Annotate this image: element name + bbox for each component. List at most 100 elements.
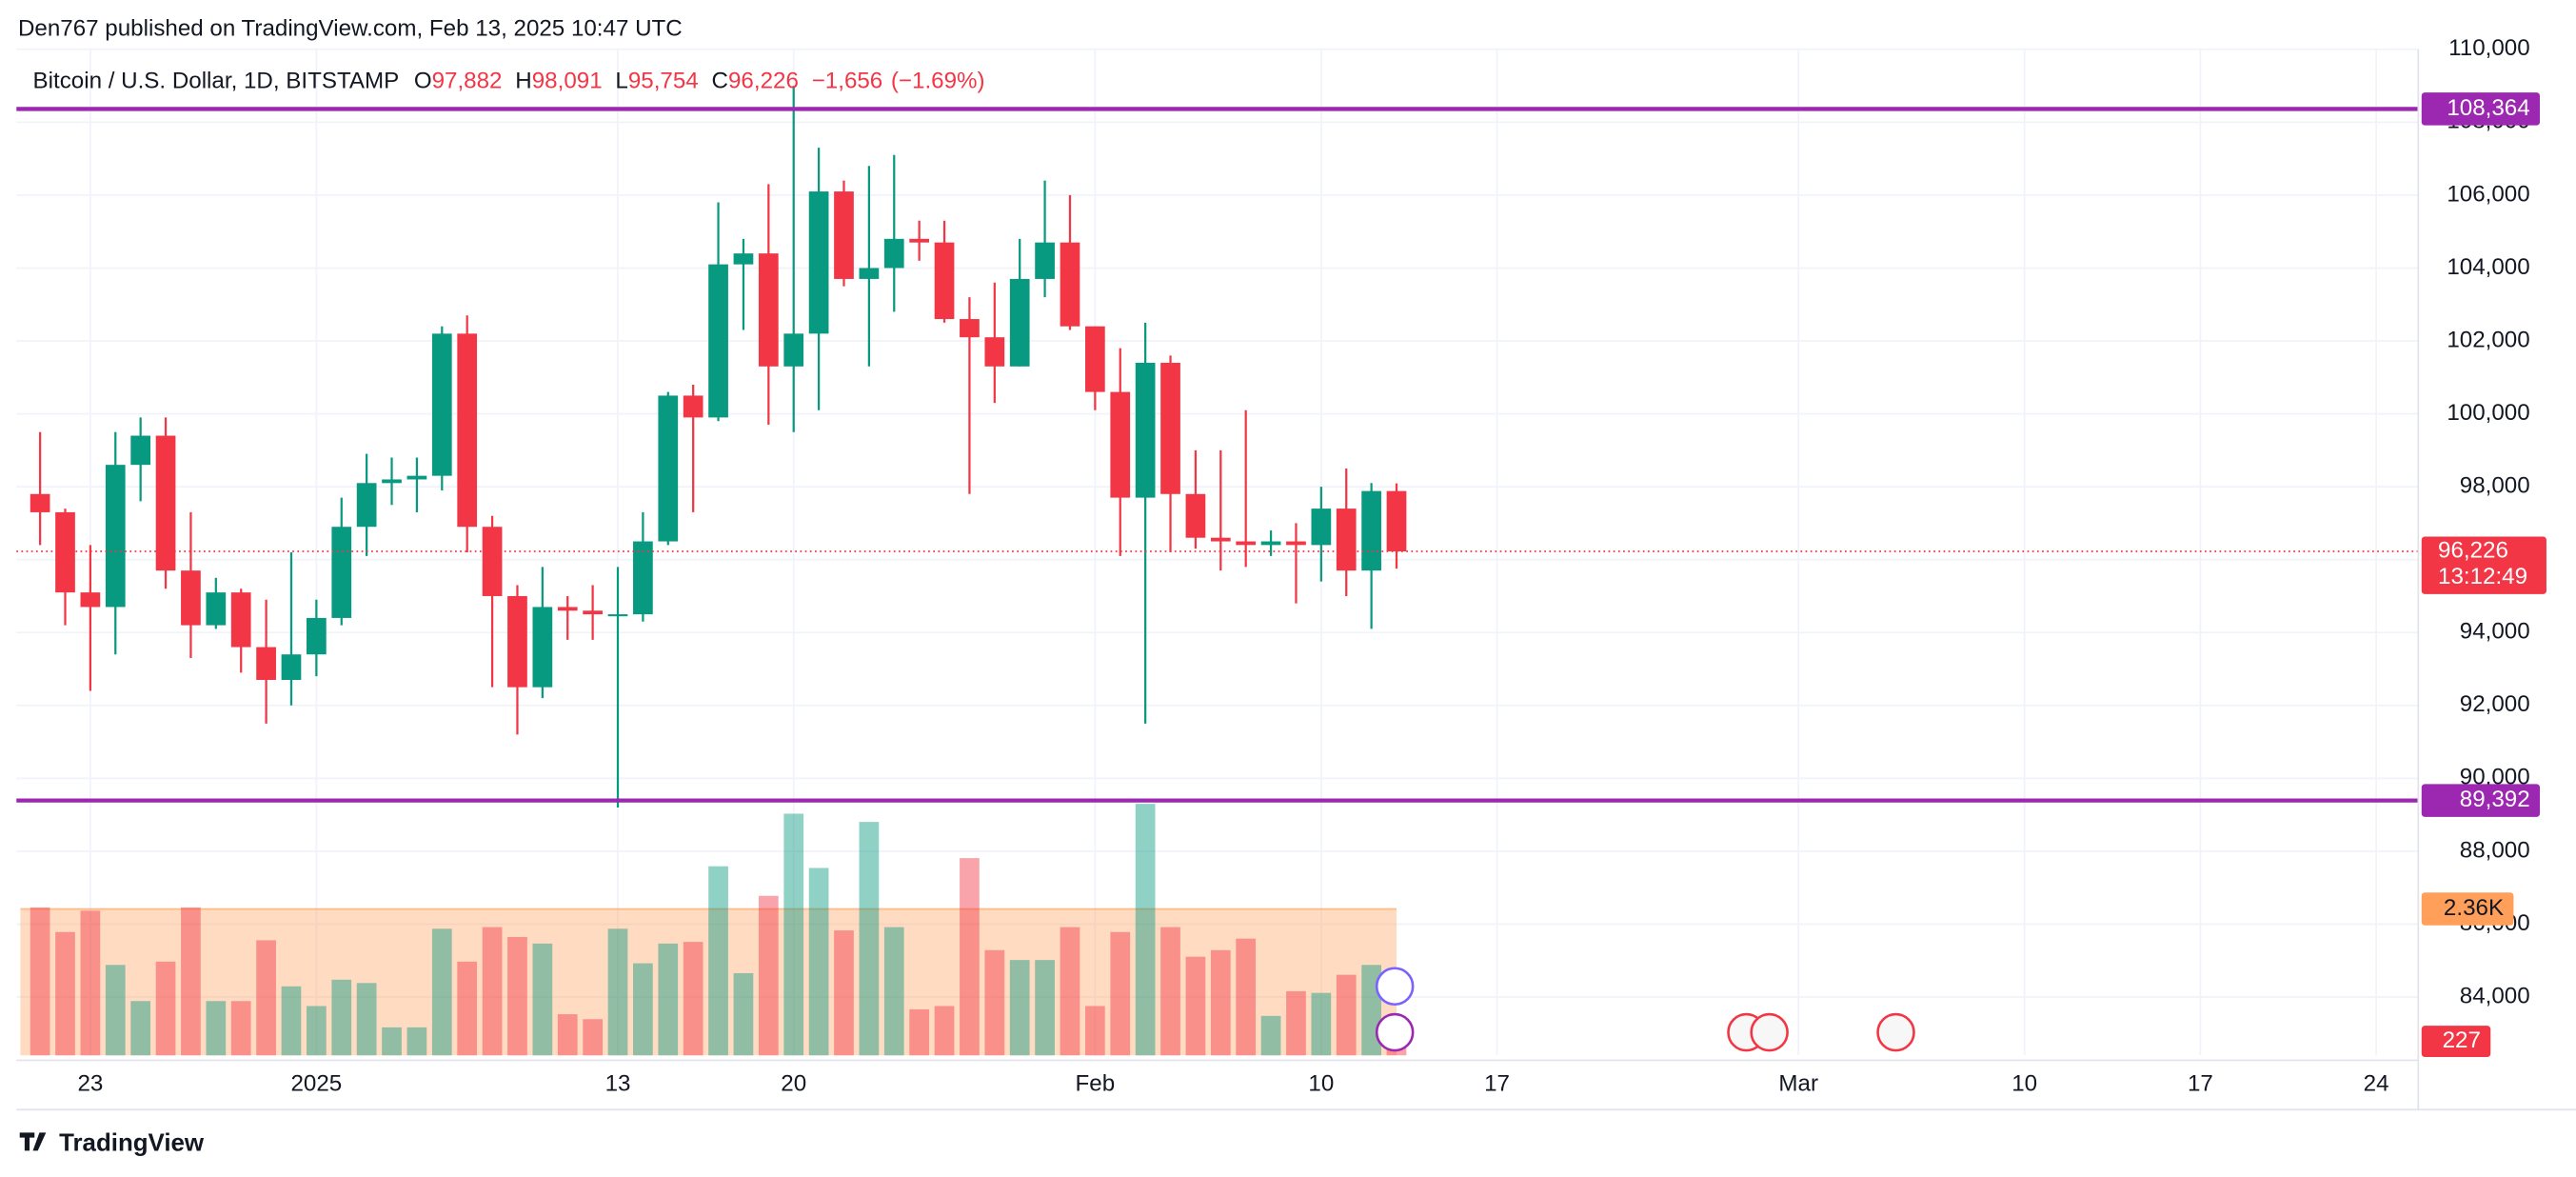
candle-body	[507, 595, 527, 688]
candle-body	[557, 607, 578, 611]
candle-body	[1311, 509, 1332, 546]
volume-ma-label: 2.36K	[2444, 895, 2504, 921]
volume-bar	[583, 1019, 603, 1056]
volume-bar	[1236, 938, 1257, 1056]
candle-body	[1260, 541, 1281, 546]
volume-ma-area	[20, 908, 1397, 1056]
volume-bar	[1336, 974, 1357, 1056]
last-price-box	[2421, 536, 2546, 594]
volume-bar	[482, 927, 503, 1056]
volume-bar	[331, 979, 352, 1056]
volume-bar	[382, 1027, 402, 1056]
volume-bar	[883, 927, 904, 1056]
y-tick-label: 100,000	[2447, 400, 2529, 426]
event-icon[interactable]	[1375, 967, 1415, 1007]
x-tick-label: Feb	[1076, 1071, 1116, 1097]
brand: TradingView	[59, 1129, 205, 1156]
publisher-line: Den767 published on TradingView.com, Feb…	[18, 15, 683, 41]
candle-body	[1085, 326, 1105, 392]
y-tick-label: 84,000	[2460, 983, 2530, 1008]
candle-body	[834, 191, 854, 279]
y-tick-label: 110,000	[2448, 35, 2530, 61]
candle-body	[859, 268, 880, 279]
volume-bar	[808, 868, 829, 1056]
symbol-title: Bitcoin / U.S. Dollar, 1D, BITSTAMP	[33, 69, 400, 94]
candle-body	[1210, 537, 1231, 542]
change: −1,656	[812, 69, 883, 94]
volume-bar	[532, 943, 553, 1056]
volume-bar	[1035, 960, 1055, 1056]
x-tick-label: 2025	[290, 1071, 342, 1097]
candle-body	[181, 570, 201, 626]
volume-bar	[1110, 931, 1131, 1056]
volume-bar	[607, 928, 628, 1056]
candle-body	[733, 253, 754, 265]
volume-bar	[1085, 1006, 1105, 1056]
candle-body	[1160, 362, 1180, 494]
volume-bar	[406, 1027, 427, 1056]
last-volume-box	[2421, 1026, 2491, 1057]
volume-bar	[708, 866, 728, 1056]
l-value: 95,754	[628, 69, 699, 94]
candle-body	[431, 333, 452, 476]
candle-body	[230, 592, 251, 648]
volume-bar	[1286, 990, 1306, 1056]
volume-bar	[733, 972, 754, 1056]
volume-bar	[1185, 956, 1206, 1056]
event-icon[interactable]	[1375, 1012, 1415, 1052]
volume-bar	[934, 1006, 955, 1056]
o-value: 97,882	[432, 69, 503, 94]
candle-body	[1009, 278, 1030, 367]
event-icon[interactable]	[1876, 1012, 1915, 1052]
volume-bar	[1210, 949, 1231, 1056]
candle-body	[1236, 541, 1257, 546]
volume-ma-box	[2421, 892, 2514, 926]
candle-body	[658, 395, 679, 542]
level-label: 89,392	[2460, 787, 2530, 812]
candle-body	[105, 465, 126, 608]
volume-bar	[984, 949, 1005, 1056]
x-tick-label: Mar	[1778, 1071, 1818, 1097]
y-tick-label: 102,000	[2447, 327, 2529, 352]
volume-bar	[307, 1006, 327, 1056]
x-tick-label: 10	[2011, 1071, 2037, 1097]
candle-body	[80, 592, 101, 608]
volume-bar	[1135, 804, 1156, 1056]
c-prefix: C	[712, 69, 728, 94]
candle-body	[256, 647, 276, 680]
grid-layer: 84,00086,00088,00090,00092,00094,00096,0…	[16, 35, 2530, 1097]
candle-body	[909, 238, 930, 243]
y-tick-label: 94,000	[2460, 619, 2530, 645]
candle-body	[382, 479, 402, 484]
volume-bar	[909, 1008, 930, 1056]
candle-body	[30, 493, 50, 512]
volume-bar	[859, 822, 880, 1056]
countdown: 13:12:49	[2438, 564, 2527, 589]
candle-body	[1286, 541, 1306, 546]
event-icons	[1375, 967, 1915, 1052]
candle-body	[206, 592, 227, 626]
candle-body	[482, 527, 503, 596]
event-icon[interactable]	[1750, 1012, 1789, 1052]
candle-body	[406, 475, 427, 480]
candle-body	[1386, 490, 1407, 552]
volume-bar	[960, 858, 980, 1056]
candle-body	[457, 333, 478, 528]
volume-bar	[633, 963, 653, 1056]
candle-layer	[30, 86, 1407, 808]
volume-bar	[1260, 1015, 1281, 1056]
volume-bar	[181, 907, 201, 1056]
candle-body	[1361, 490, 1381, 571]
candle-body	[883, 238, 904, 269]
level-box	[2421, 784, 2541, 817]
brand-logo	[19, 1132, 47, 1151]
x-tick-label: 23	[77, 1071, 103, 1097]
candle-body	[281, 654, 302, 680]
candle-body	[1110, 391, 1131, 498]
o-prefix: O	[414, 69, 432, 94]
candle-body	[708, 264, 728, 418]
candle-body	[758, 253, 779, 367]
